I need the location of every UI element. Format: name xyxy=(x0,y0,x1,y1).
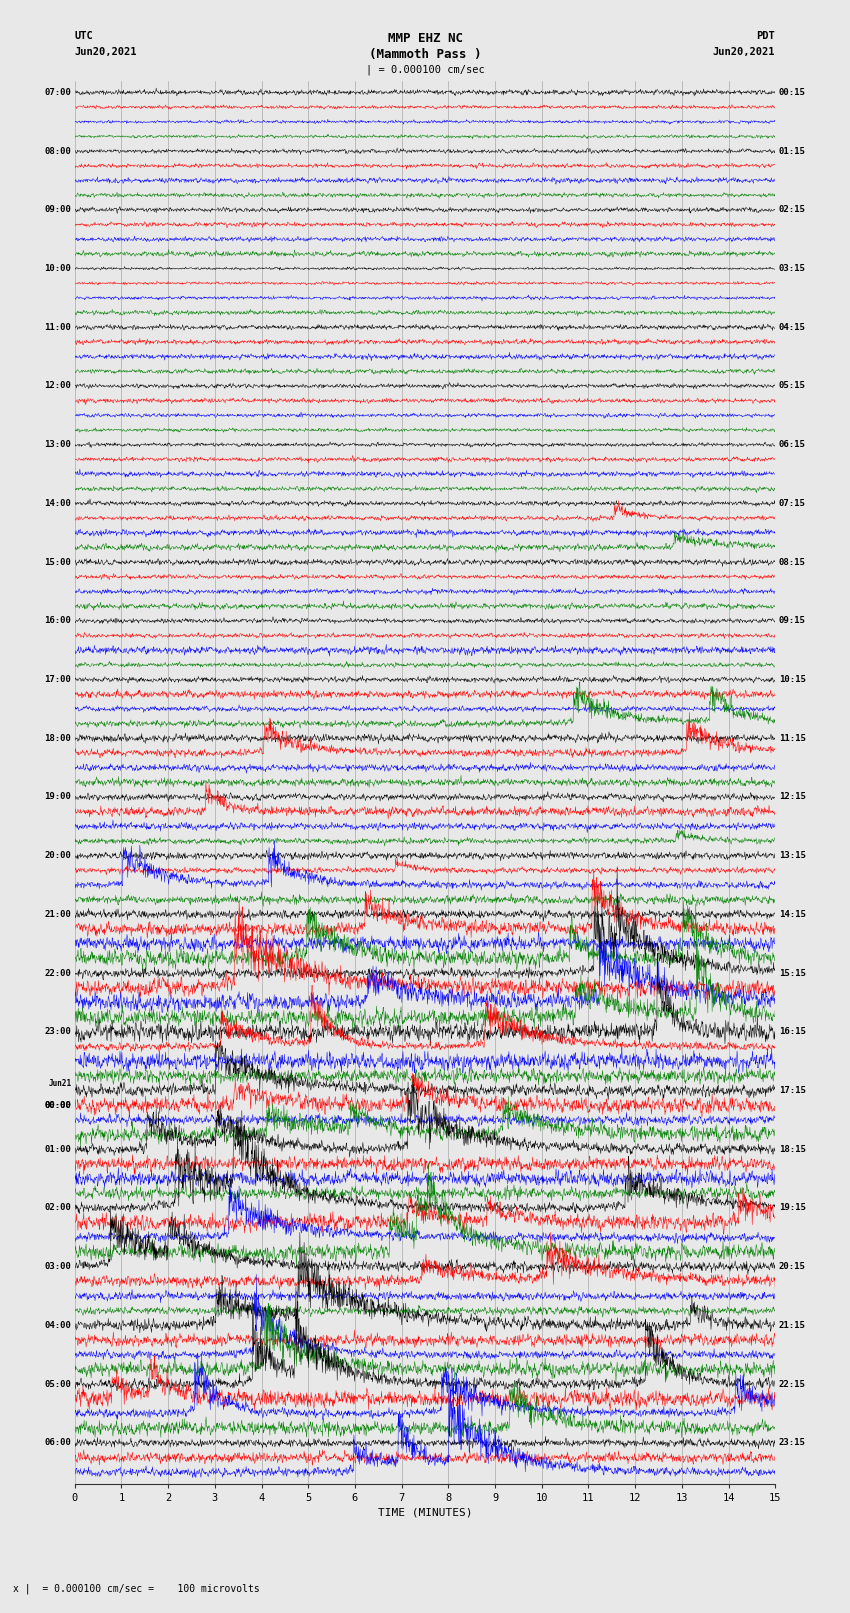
Text: | = 0.000100 cm/sec: | = 0.000100 cm/sec xyxy=(366,65,484,76)
Text: 00:00: 00:00 xyxy=(44,1100,71,1110)
Text: 09:15: 09:15 xyxy=(779,616,806,626)
Text: 04:00: 04:00 xyxy=(44,1321,71,1331)
Text: 21:15: 21:15 xyxy=(779,1321,806,1331)
Text: 12:00: 12:00 xyxy=(44,381,71,390)
Text: 02:00: 02:00 xyxy=(44,1203,71,1213)
Text: 06:15: 06:15 xyxy=(779,440,806,448)
Text: 05:00: 05:00 xyxy=(44,1379,71,1389)
Text: (Mammoth Pass ): (Mammoth Pass ) xyxy=(369,48,481,61)
Text: 17:00: 17:00 xyxy=(44,676,71,684)
Text: MMP EHZ NC: MMP EHZ NC xyxy=(388,32,462,45)
Text: 00:15: 00:15 xyxy=(779,87,806,97)
Text: 20:15: 20:15 xyxy=(779,1263,806,1271)
Text: 07:15: 07:15 xyxy=(779,498,806,508)
Text: 04:15: 04:15 xyxy=(779,323,806,332)
Text: Jun21: Jun21 xyxy=(48,1079,71,1087)
Text: 06:00: 06:00 xyxy=(44,1439,71,1447)
Text: 19:00: 19:00 xyxy=(44,792,71,802)
Text: 05:15: 05:15 xyxy=(779,381,806,390)
Text: 21:00: 21:00 xyxy=(44,910,71,919)
Text: 15:00: 15:00 xyxy=(44,558,71,566)
Text: 18:15: 18:15 xyxy=(779,1145,806,1153)
Text: 10:15: 10:15 xyxy=(779,676,806,684)
Text: 03:00: 03:00 xyxy=(44,1263,71,1271)
Text: 19:15: 19:15 xyxy=(779,1203,806,1213)
Text: 14:15: 14:15 xyxy=(779,910,806,919)
Text: 22:00: 22:00 xyxy=(44,969,71,977)
X-axis label: TIME (MINUTES): TIME (MINUTES) xyxy=(377,1507,473,1518)
Text: Jun20,2021: Jun20,2021 xyxy=(712,47,775,56)
Text: 15:15: 15:15 xyxy=(779,969,806,977)
Text: 11:15: 11:15 xyxy=(779,734,806,742)
Text: 03:15: 03:15 xyxy=(779,265,806,273)
Text: 11:00: 11:00 xyxy=(44,323,71,332)
Text: 16:15: 16:15 xyxy=(779,1027,806,1036)
Text: 00:00: 00:00 xyxy=(44,1100,71,1110)
Text: 02:15: 02:15 xyxy=(779,205,806,215)
Text: 13:00: 13:00 xyxy=(44,440,71,448)
Text: 08:00: 08:00 xyxy=(44,147,71,155)
Text: 12:15: 12:15 xyxy=(779,792,806,802)
Text: 23:00: 23:00 xyxy=(44,1027,71,1036)
Text: 17:15: 17:15 xyxy=(779,1086,806,1095)
Text: 18:00: 18:00 xyxy=(44,734,71,742)
Text: 07:00: 07:00 xyxy=(44,87,71,97)
Text: 16:00: 16:00 xyxy=(44,616,71,626)
Text: 10:00: 10:00 xyxy=(44,265,71,273)
Text: 13:15: 13:15 xyxy=(779,852,806,860)
Text: PDT: PDT xyxy=(756,31,775,40)
Text: x |  = 0.000100 cm/sec =    100 microvolts: x | = 0.000100 cm/sec = 100 microvolts xyxy=(13,1582,259,1594)
Text: 14:00: 14:00 xyxy=(44,498,71,508)
Text: 01:00: 01:00 xyxy=(44,1145,71,1153)
Text: 01:15: 01:15 xyxy=(779,147,806,155)
Text: 22:15: 22:15 xyxy=(779,1379,806,1389)
Text: UTC: UTC xyxy=(75,31,94,40)
Text: 23:15: 23:15 xyxy=(779,1439,806,1447)
Text: 09:00: 09:00 xyxy=(44,205,71,215)
Text: 08:15: 08:15 xyxy=(779,558,806,566)
Text: 20:00: 20:00 xyxy=(44,852,71,860)
Text: Jun20,2021: Jun20,2021 xyxy=(75,47,138,56)
